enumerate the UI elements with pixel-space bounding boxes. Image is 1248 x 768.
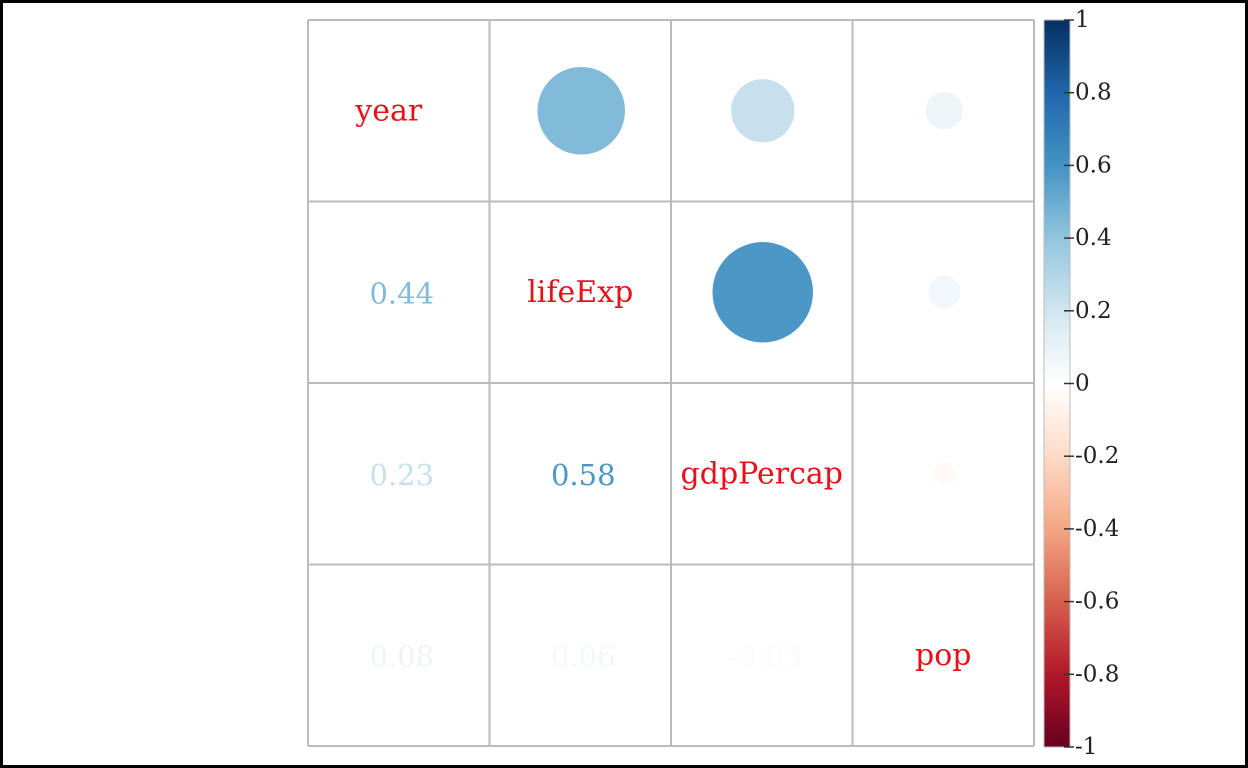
colorbar-tick-label: 0.6	[1075, 152, 1112, 178]
corr-value-gdpPercap-lifeExp: 0.58	[551, 458, 616, 492]
corr-circle-year-gdpPercap	[731, 79, 795, 143]
corr-value-pop-gdpPercap: -0.03	[728, 639, 802, 673]
corr-value-pop-lifeExp: 0.06	[551, 639, 616, 673]
colorbar-tick-label: -0.2	[1075, 443, 1119, 469]
corr-value-gdpPercap-year: 0.23	[369, 458, 434, 492]
corr-circle-year-lifeExp	[537, 66, 626, 155]
colorbar: 1 0.8 0.6 0.4 0.2 0 -0.2 -0.4 -0.6 -0.8 -1	[1043, 7, 1119, 760]
variable-label-lifeExp: lifeExp	[527, 275, 633, 310]
colorbar-tick-label: 0.8	[1075, 80, 1112, 106]
variable-label-pop: pop	[915, 638, 971, 673]
correlation-grid	[307, 19, 1035, 747]
corr-value-lifeExp-year: 0.44	[369, 276, 434, 310]
variable-label-year: year	[354, 93, 423, 128]
colorbar-tick-label: 0.2	[1075, 298, 1112, 324]
colorbar-tick-label: -1	[1075, 734, 1097, 760]
corr-circle-lifeExp-gdpPercap	[712, 241, 814, 343]
corr-circle-lifeExp-pop	[928, 276, 961, 309]
colorbar-tick-label: 0.4	[1075, 225, 1112, 251]
colorbar-tick-label: -0.8	[1075, 661, 1119, 687]
corr-circle-year-pop	[925, 92, 963, 130]
colorbar-tick-label: -0.4	[1075, 516, 1119, 542]
colorbar-tick-label: 1	[1075, 7, 1090, 33]
variable-label-gdpPercap: gdpPercap	[681, 456, 843, 491]
colorbar-tick-label: -0.6	[1075, 589, 1119, 615]
corr-value-pop-year: 0.08	[369, 639, 434, 673]
corr-circle-gdpPercap-pop	[932, 462, 956, 486]
correlation-marks: year lifeExp gdpPercap pop 0.44 0.23 0.58 0.08 0…	[354, 66, 971, 673]
colorbar-tick-label: 0	[1075, 371, 1090, 397]
